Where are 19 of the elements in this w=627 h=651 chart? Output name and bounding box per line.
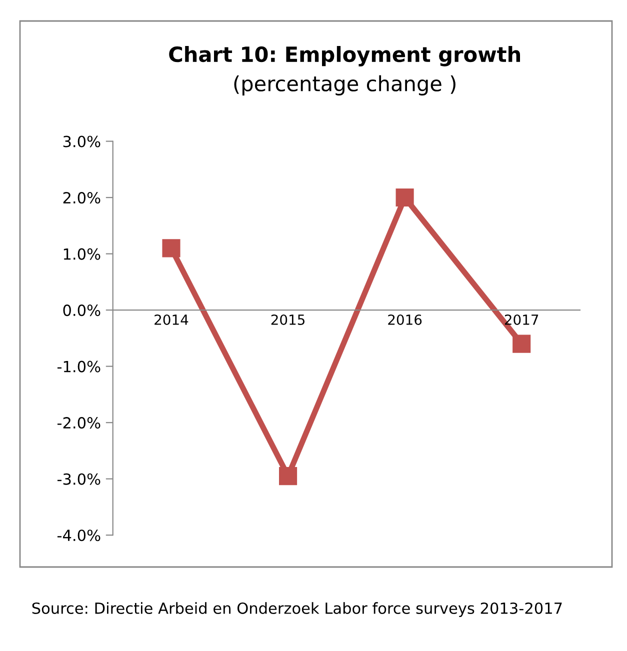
source-note: Source: Directie Arbeid en Onderzoek Labor force surveys 2013-2017 [32,602,562,617]
point [279,467,298,486]
point [162,239,180,258]
y-tick-label: -2.0% [57,417,100,429]
y-tick-label: 2.0% [63,192,100,204]
y-tick-label: 3.0% [63,136,100,148]
y-tick-label: -4.0% [57,530,100,542]
y-tick-label: -3.0% [57,473,100,485]
chart-subtitle: (percentage change ) [234,75,456,96]
point [512,334,531,353]
x-tick-label: 2016 [388,314,422,325]
x-tick-label: 2014 [154,314,188,325]
point [396,188,414,207]
y-tick-label: -1.0% [57,360,100,372]
chart-title: Chart 10: Employment growth [169,46,520,66]
y-tick-label: 0.0% [63,304,100,316]
y-tick-label: 1.0% [64,248,100,260]
x-tick-label: 2015 [271,314,304,325]
x-tick-label: 2017 [504,314,538,325]
